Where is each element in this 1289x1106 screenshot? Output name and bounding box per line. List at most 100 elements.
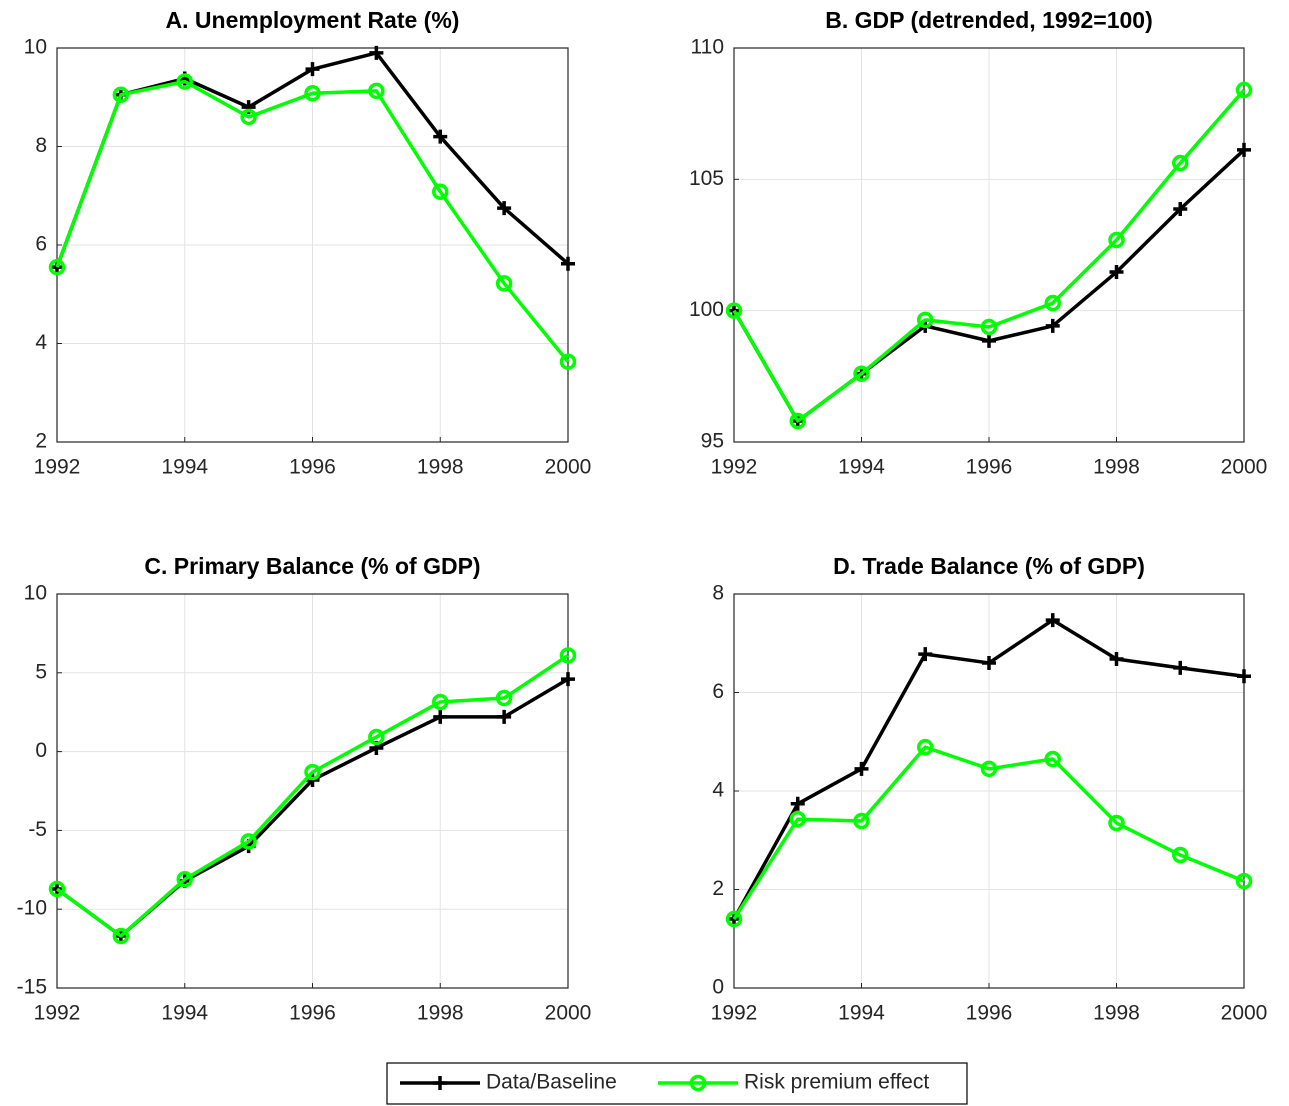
marker <box>789 412 806 430</box>
x-tick-label: 1994 <box>161 1002 208 1025</box>
y-tick-label: 4 <box>35 331 47 354</box>
series-line <box>732 745 1245 920</box>
x-tick-label: 1994 <box>161 456 208 479</box>
x-tick-label: 1992 <box>711 456 758 479</box>
chart-title: B. GDP (detrended, 1992=100) <box>825 7 1152 33</box>
chart-title: D. Trade Balance (% of GDP) <box>833 553 1145 579</box>
marker <box>112 86 130 104</box>
legend-marker <box>433 1076 447 1090</box>
marker <box>1109 652 1124 667</box>
marker <box>240 833 257 850</box>
marker <box>1237 142 1251 157</box>
marker <box>176 871 193 888</box>
marker <box>790 796 805 811</box>
y-tick-label: 8 <box>35 134 47 157</box>
marker <box>433 709 448 724</box>
y-tick-label: -15 <box>17 976 47 999</box>
marker <box>917 311 934 329</box>
marker <box>497 709 512 724</box>
marker <box>561 672 575 687</box>
y-tick-label: 100 <box>689 298 724 321</box>
x-tick-label: 1996 <box>289 456 336 479</box>
x-tick-label: 2000 <box>545 1002 592 1025</box>
x-tick-label: 1998 <box>1093 1002 1140 1025</box>
marker <box>1237 669 1251 684</box>
marker <box>561 256 575 271</box>
y-tick-label: 8 <box>712 582 724 605</box>
marker <box>369 45 384 60</box>
series-line <box>55 79 570 363</box>
marker <box>918 647 933 662</box>
y-tick-label: 10 <box>24 582 47 605</box>
marker <box>305 62 320 77</box>
marker <box>982 333 996 348</box>
marker <box>1044 294 1061 312</box>
axes-box <box>56 593 569 989</box>
y-tick-label: 0 <box>35 739 47 762</box>
x-tick-label: 1996 <box>966 1002 1013 1025</box>
marker <box>853 812 870 830</box>
marker <box>433 129 448 144</box>
marker <box>1235 872 1253 890</box>
marker <box>559 647 577 664</box>
marker <box>789 810 806 828</box>
y-tick-label: 6 <box>35 233 47 256</box>
marker <box>304 763 321 781</box>
marker <box>48 880 66 898</box>
marker <box>982 655 996 670</box>
marker <box>495 275 513 292</box>
marker <box>240 108 257 126</box>
marker <box>432 183 449 201</box>
axes-box <box>56 47 569 443</box>
marker <box>1045 613 1060 628</box>
y-tick-label: 2 <box>35 430 47 453</box>
marker <box>1173 660 1188 675</box>
marker <box>368 82 385 100</box>
legend-label: Risk premium effect <box>744 1071 929 1094</box>
chart-title: A. Unemployment Rate (%) <box>166 7 460 33</box>
series-line <box>732 88 1246 423</box>
marker <box>725 302 743 319</box>
x-tick-label: 1998 <box>417 1002 464 1025</box>
y-tick-label: 105 <box>689 167 724 190</box>
marker <box>980 318 998 336</box>
marker <box>1044 750 1061 768</box>
marker <box>432 693 449 711</box>
marker <box>980 760 998 778</box>
axes-box <box>733 47 1245 443</box>
marker <box>50 882 64 897</box>
marker <box>112 927 130 945</box>
legend-label: Data/Baseline <box>486 1071 617 1094</box>
marker <box>304 85 321 102</box>
x-tick-label: 1998 <box>1093 456 1140 479</box>
marker <box>1173 202 1188 217</box>
marker <box>1108 814 1125 832</box>
y-tick-label: 5 <box>35 660 47 683</box>
legend-marker <box>689 1074 707 1092</box>
y-tick-label: -5 <box>28 818 47 841</box>
x-tick-label: 2000 <box>1221 456 1268 479</box>
chart-title: C. Primary Balance (% of GDP) <box>144 553 480 579</box>
marker <box>1235 81 1253 99</box>
y-tick-label: 6 <box>712 680 724 703</box>
y-tick-label: 10 <box>24 36 47 59</box>
marker <box>853 365 870 382</box>
marker <box>497 201 512 216</box>
x-tick-label: 1992 <box>711 1002 758 1025</box>
y-tick-label: 95 <box>701 430 724 453</box>
x-tick-label: 2000 <box>1221 1002 1268 1025</box>
series-line <box>55 654 569 938</box>
x-tick-label: 1994 <box>838 1002 885 1025</box>
marker <box>1172 846 1189 864</box>
marker <box>1045 318 1060 333</box>
x-tick-label: 2000 <box>545 456 592 479</box>
x-tick-label: 1992 <box>34 1002 81 1025</box>
x-tick-label: 1996 <box>966 456 1013 479</box>
x-tick-label: 1994 <box>838 456 885 479</box>
marker <box>559 353 577 370</box>
x-tick-label: 1996 <box>289 1002 336 1025</box>
marker <box>368 728 385 746</box>
marker <box>48 258 66 276</box>
